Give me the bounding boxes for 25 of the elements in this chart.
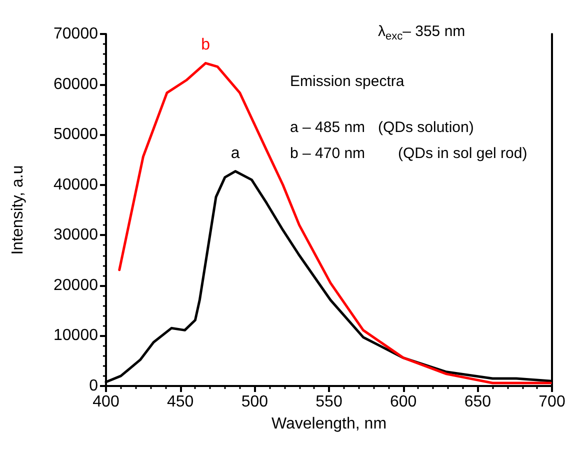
x-tick-label: 600 <box>390 394 417 410</box>
annotation: (QDs in sol gel rod) <box>398 145 528 162</box>
x-tick-label: 500 <box>241 394 268 410</box>
y-tick-label: 60000 <box>54 76 98 93</box>
y-axis-title: Intensity, a.u <box>10 165 26 255</box>
y-tick-label: 50000 <box>54 126 98 144</box>
x-tick-label: 650 <box>464 394 492 410</box>
annotation: Emission spectra <box>290 73 405 90</box>
y-tick-label: 70000 <box>54 26 98 42</box>
y-tick-label: 10000 <box>54 327 98 344</box>
series-label: a <box>230 144 240 162</box>
y-tick-label: 0 <box>89 378 98 394</box>
annotation: a – 485 nm <box>290 119 366 136</box>
x-tick-label: 400 <box>92 394 120 410</box>
x-tick-label: 450 <box>166 394 194 410</box>
x-tick-label: 700 <box>538 394 566 410</box>
series-label: b <box>201 36 210 54</box>
x-axis-title: Wavelength, nm <box>271 416 387 432</box>
annotation: b – 470 nm <box>290 145 366 162</box>
y-tick-label: 30000 <box>54 226 98 244</box>
y-tick-label: 20000 <box>54 276 98 294</box>
x-tick-label: 550 <box>316 394 342 410</box>
y-tick-label: 40000 <box>54 176 98 194</box>
annotation: (QDs solution) <box>378 119 474 136</box>
line-series <box>118 62 552 384</box>
